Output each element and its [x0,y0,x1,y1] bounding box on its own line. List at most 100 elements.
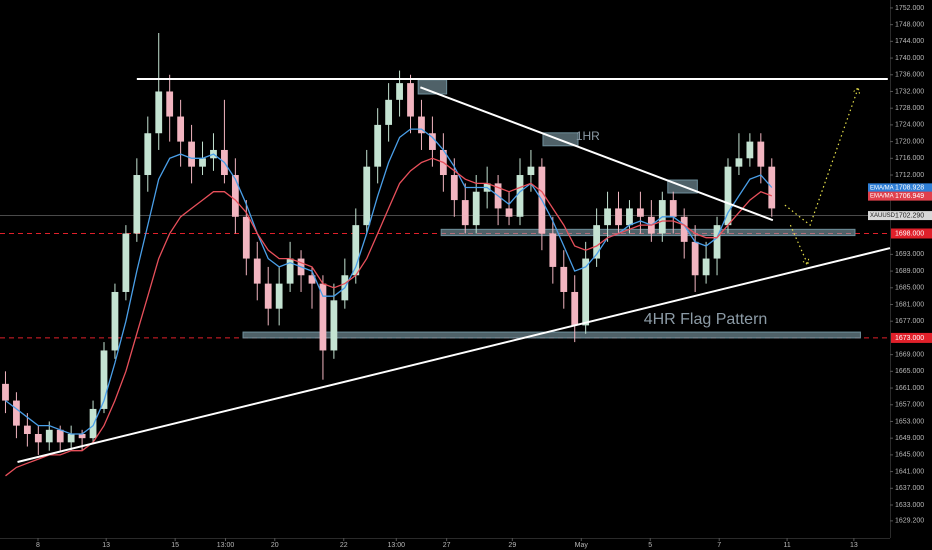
x-tick-label: 22 [340,542,348,549]
candle-body [89,408,97,439]
x-tick-label: 13:00 [388,542,406,549]
candle-body [319,283,327,351]
candle-body [724,166,732,226]
candle-body [264,283,272,309]
candle-body [516,175,524,217]
y-tick-label: 1629.200 [895,518,924,525]
candle-body [188,141,195,167]
y-tick-label: 1645.000 [895,452,924,459]
y-tick-label: 1681.000 [895,301,924,308]
candle-body [166,91,174,117]
candle-body [144,133,152,176]
y-tick-label: 1689.000 [895,268,924,275]
y-tick-label: 1720.000 [895,138,924,145]
candle-body [461,200,469,226]
price-label-box [868,191,932,201]
candle-body [100,350,108,409]
candle-body [604,208,611,226]
y-tick-label: 1669.000 [895,351,924,358]
candle-body [680,216,688,242]
ema-line [5,128,773,435]
y-tick-label: 1716.000 [895,155,924,162]
level-label-box [891,332,932,343]
candle-body [122,233,130,292]
candle-body [23,425,31,434]
price-label-name: XAUUSD [870,213,896,219]
candle-body [560,266,568,292]
candle-body [735,158,743,167]
price-label-name: EMA/MA [870,194,894,200]
x-tick-label: 13:00 [217,542,235,549]
x-tick-label: 7 [717,542,721,549]
candle-body [253,258,261,284]
candle-body [450,175,458,201]
y-tick-label: 1712.000 [895,172,924,179]
projection [789,224,809,266]
x-tick-label: 8 [36,542,40,549]
x-tick-label: 15 [171,542,179,549]
candle-body [527,166,535,176]
projection [784,87,859,227]
y-tick-label: 1693.000 [895,251,924,258]
y-tick-label: 1661.000 [895,385,924,392]
candle-body [2,383,9,401]
candle-body [13,400,20,426]
x-tick-label: 27 [443,542,451,549]
candle-body [691,241,699,276]
candle-body [56,429,64,443]
candle-body [429,133,436,150]
y-tick-label: 1744.000 [895,38,924,45]
candle-body [45,429,53,443]
y-tick-label: 1637.000 [895,485,924,492]
candle-body [199,158,206,167]
candle-body [746,141,754,159]
candle-body [286,258,294,284]
trend-line [420,86,774,222]
candle-body [549,233,557,267]
candle-body [385,99,393,125]
candle-body [155,91,163,134]
y-tick-label: 1653.000 [895,418,924,425]
candle-body [702,258,710,276]
y-tick-label: 1685.000 [895,285,924,292]
level-label: 1673.000 [895,335,924,342]
y-tick-label: 1641.000 [895,468,924,475]
candle-body [330,300,338,351]
candle-body [352,225,360,276]
ema-line [5,157,773,477]
candle-body [593,225,601,259]
candle-body [713,225,721,259]
x-tick-label: 11 [783,542,790,549]
candle-body [67,433,75,443]
y-tick-label: 1665.000 [895,368,924,375]
candle-body [571,291,579,326]
x-tick-label: May [575,542,589,549]
candle-body [374,124,382,167]
candle-body [418,116,425,134]
price-label-value: 1702.290 [895,212,924,219]
price-label-box [868,211,932,221]
x-tick-label: 13 [102,542,110,549]
price-label-value: 1706.949 [895,193,924,200]
y-tick-label: 1748.000 [895,21,924,28]
x-tick-label: 5 [648,542,652,549]
candle-body [505,208,513,217]
zone [242,331,861,339]
y-tick-label: 1728.000 [895,105,924,112]
candle-body [133,175,141,234]
candle-body [407,83,414,117]
level-label: 1698.000 [895,230,924,237]
y-tick-label: 1633.000 [895,502,924,509]
candle-body [637,208,644,217]
y-tick-label: 1657.000 [895,402,924,409]
price-label-box [868,183,932,193]
x-tick-label: 20 [271,542,279,549]
candle-body [78,433,86,439]
candle-body [308,275,316,284]
annotation: 4HR Flag Pattern [644,311,768,328]
trend-line [17,247,891,463]
candle-body [768,166,776,209]
